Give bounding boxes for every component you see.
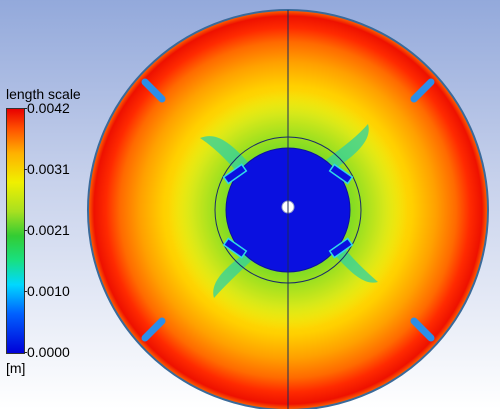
tick-label: 0.0010 <box>27 283 70 299</box>
baffle-bottom-left <box>141 317 166 342</box>
baffle-top-left <box>141 78 166 103</box>
tick-label-max: 0.0042 <box>27 100 70 116</box>
colorbar-legend: length scale 0.0042 0.0031 0.0021 0.0010… <box>0 0 120 409</box>
baffles <box>141 78 435 342</box>
legend-color-bar <box>6 108 25 354</box>
tick-mark <box>24 291 27 292</box>
legend-unit: [m] <box>6 360 26 376</box>
tick-label-min: 0.0000 <box>27 344 70 360</box>
tick-mark <box>24 108 27 109</box>
tick-label: 0.0021 <box>27 222 70 238</box>
tick-label: 0.0031 <box>27 161 70 177</box>
legend-title: length scale <box>6 86 81 102</box>
tick-mark <box>24 352 27 353</box>
tick-mark <box>24 169 27 170</box>
impeller-blades <box>222 163 354 259</box>
baffle-bottom-right <box>410 317 435 342</box>
tick-mark <box>24 230 27 231</box>
baffle-top-right <box>410 78 435 103</box>
